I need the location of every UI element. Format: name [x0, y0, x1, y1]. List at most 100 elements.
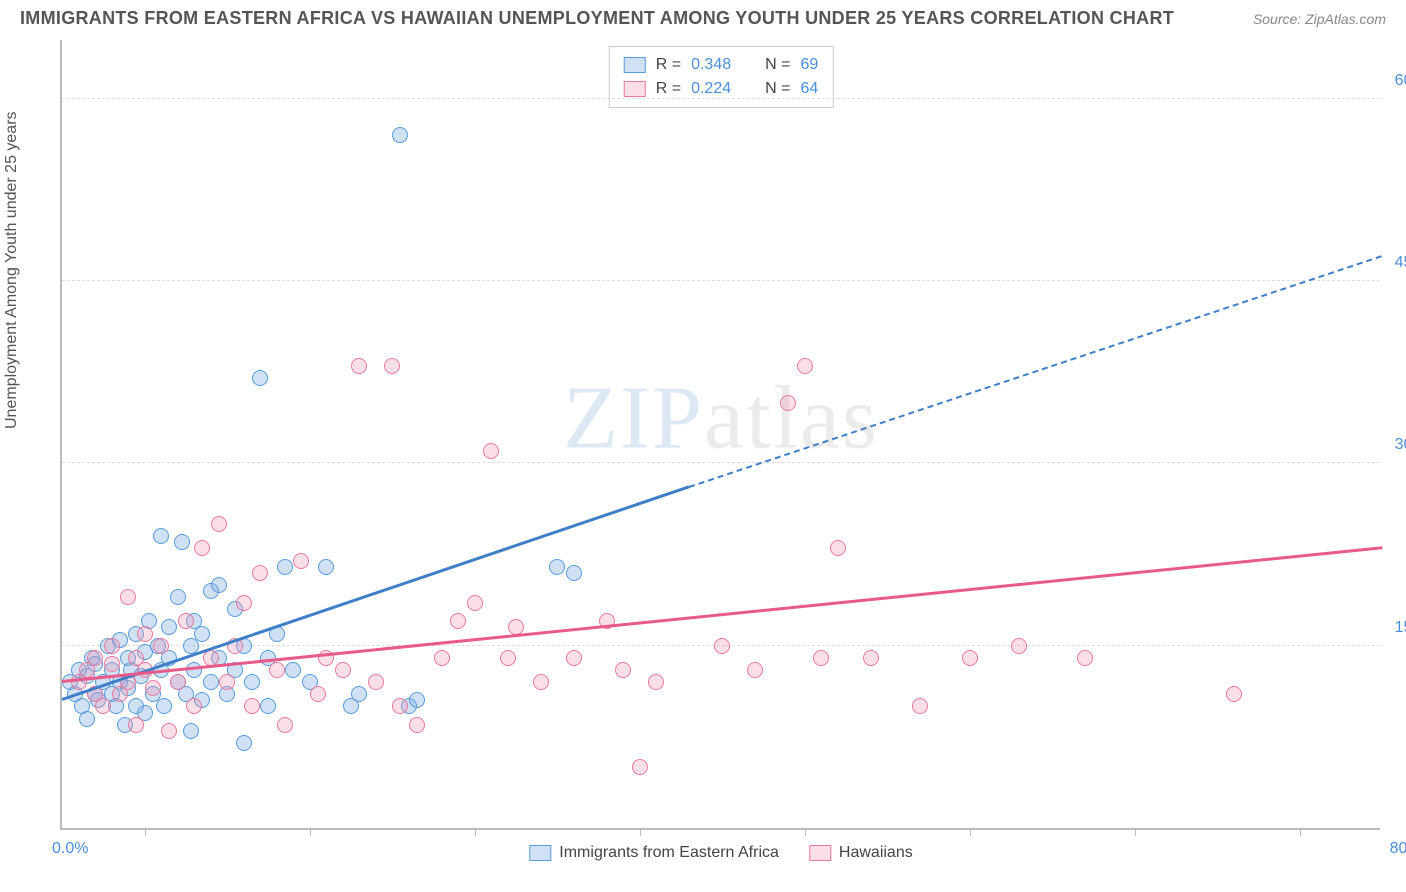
data-point: [277, 559, 293, 575]
data-point: [533, 674, 549, 690]
gridline: [62, 98, 1380, 99]
chart-header: IMMIGRANTS FROM EASTERN AFRICA VS HAWAII…: [0, 0, 1406, 33]
data-point: [194, 540, 210, 556]
data-point: [161, 723, 177, 739]
data-point: [830, 540, 846, 556]
data-point: [203, 674, 219, 690]
data-point: [79, 711, 95, 727]
data-point: [174, 534, 190, 550]
data-point: [467, 595, 483, 611]
data-point: [863, 650, 879, 666]
data-point: [178, 613, 194, 629]
data-point: [156, 698, 172, 714]
data-point: [780, 395, 796, 411]
legend-row: R =0.348N =69: [624, 53, 819, 77]
data-point: [549, 559, 565, 575]
data-point: [368, 674, 384, 690]
legend-r-value: 0.348: [691, 53, 731, 77]
x-tick: [1135, 828, 1136, 836]
gridline: [62, 280, 1380, 281]
scatter-plot-area: ZIPatlas 0.0% 80.0% R =0.348N =69R =0.22…: [60, 40, 1380, 830]
data-point: [219, 674, 235, 690]
data-point: [211, 577, 227, 593]
trendline-extrapolated: [689, 255, 1383, 488]
data-point: [962, 650, 978, 666]
x-axis-min-label: 0.0%: [52, 840, 88, 858]
data-point: [183, 723, 199, 739]
data-point: [104, 656, 120, 672]
data-point: [500, 650, 516, 666]
data-point: [87, 650, 103, 666]
data-point: [310, 686, 326, 702]
data-point: [384, 358, 400, 374]
legend-n-value: 69: [800, 53, 818, 77]
chart-title: IMMIGRANTS FROM EASTERN AFRICA VS HAWAII…: [20, 8, 1174, 29]
data-point: [351, 358, 367, 374]
x-tick: [970, 828, 971, 836]
data-point: [137, 626, 153, 642]
data-point: [285, 662, 301, 678]
x-tick: [1300, 828, 1301, 836]
data-point: [104, 638, 120, 654]
watermark: ZIPatlas: [563, 367, 879, 470]
data-point: [153, 638, 169, 654]
data-point: [194, 626, 210, 642]
y-tick-label: 60.0%: [1395, 72, 1406, 90]
data-point: [153, 528, 169, 544]
data-point: [409, 692, 425, 708]
data-point: [1011, 638, 1027, 654]
trendline: [62, 485, 690, 700]
data-point: [318, 559, 334, 575]
y-tick-label: 45.0%: [1395, 254, 1406, 272]
data-point: [128, 717, 144, 733]
x-tick: [475, 828, 476, 836]
data-point: [450, 613, 466, 629]
data-point: [170, 674, 186, 690]
data-point: [566, 650, 582, 666]
data-point: [1226, 686, 1242, 702]
data-point: [236, 735, 252, 751]
data-point: [1077, 650, 1093, 666]
legend-item: Hawaiians: [809, 844, 913, 862]
x-tick: [640, 828, 641, 836]
legend-item: Immigrants from Eastern Africa: [529, 844, 779, 862]
data-point: [252, 370, 268, 386]
data-point: [145, 680, 161, 696]
data-point: [170, 589, 186, 605]
data-point: [747, 662, 763, 678]
legend-swatch: [624, 81, 646, 97]
data-point: [244, 698, 260, 714]
x-tick: [805, 828, 806, 836]
legend-swatch: [529, 845, 551, 861]
series-legend: Immigrants from Eastern Africa Hawaiians: [529, 844, 912, 862]
data-point: [186, 662, 202, 678]
data-point: [236, 595, 252, 611]
data-point: [277, 717, 293, 733]
data-point: [648, 674, 664, 690]
data-point: [409, 717, 425, 733]
data-point: [566, 565, 582, 581]
x-tick: [145, 828, 146, 836]
data-point: [912, 698, 928, 714]
data-point: [120, 589, 136, 605]
data-point: [813, 650, 829, 666]
data-point: [483, 443, 499, 459]
data-point: [211, 516, 227, 532]
legend-swatch: [624, 57, 646, 73]
data-point: [335, 662, 351, 678]
legend-r-label: R =: [656, 53, 681, 77]
data-point: [95, 698, 111, 714]
legend-series-label: Hawaiians: [839, 844, 913, 862]
data-point: [392, 127, 408, 143]
y-tick-label: 15.0%: [1395, 619, 1406, 637]
data-point: [714, 638, 730, 654]
watermark-part1: ZIP: [563, 369, 704, 468]
data-point: [244, 674, 260, 690]
x-axis-max-label: 80.0%: [1390, 840, 1406, 858]
data-point: [260, 698, 276, 714]
data-point: [615, 662, 631, 678]
data-point: [351, 686, 367, 702]
data-point: [797, 358, 813, 374]
data-point: [252, 565, 268, 581]
gridline: [62, 462, 1380, 463]
